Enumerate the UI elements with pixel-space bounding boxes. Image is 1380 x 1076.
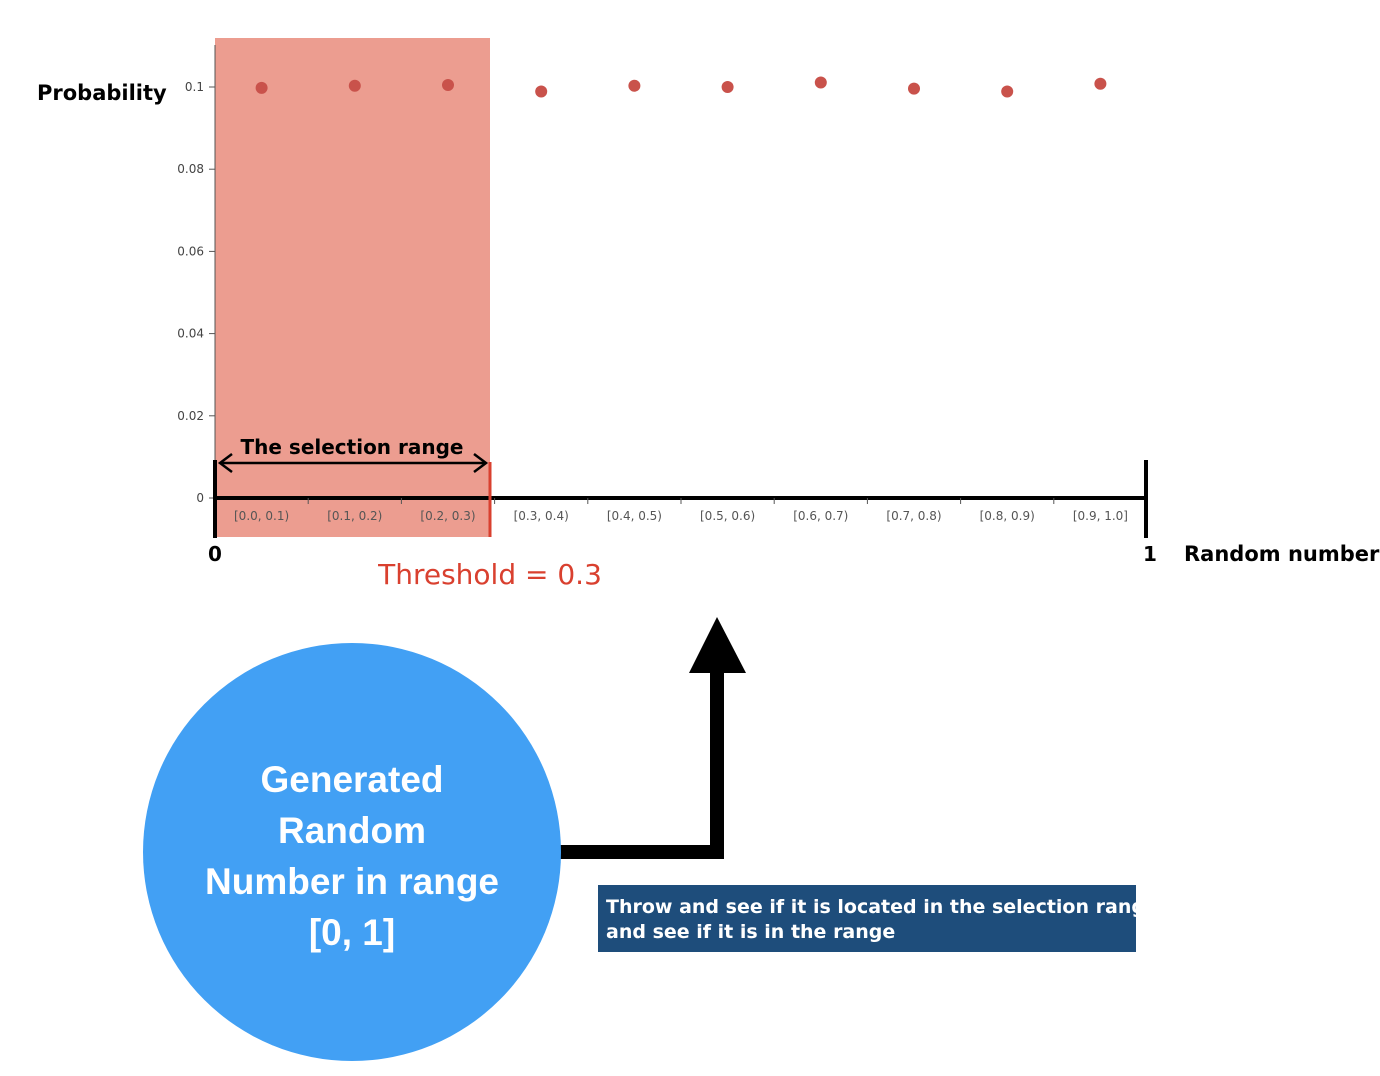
- data-point: [535, 85, 548, 98]
- data-point: [442, 78, 454, 91]
- y-axis-title: Probability: [37, 81, 167, 105]
- selection-range-arrow: [217, 453, 489, 473]
- y-tick-label: 0.06: [177, 244, 204, 258]
- circle-text-line: Generated: [260, 759, 443, 800]
- threshold-label: Threshold = 0.3: [377, 558, 602, 591]
- selection-range-area: [215, 38, 490, 537]
- x-category-label: [0.2, 0.3): [420, 509, 475, 523]
- throw-arrow: [560, 617, 746, 859]
- random-number-circle: [143, 643, 561, 1061]
- y-tick-label: 0: [196, 491, 204, 505]
- circle-text-line: Number in range: [205, 861, 499, 902]
- selection-range-label: The selection range: [241, 435, 464, 459]
- y-tick-label: 0.04: [177, 327, 204, 341]
- x-category-label: [0.3, 0.4): [514, 509, 569, 523]
- note-text-line: Throw and see if it is located in the se…: [606, 896, 1158, 918]
- random-number-circle-text: Generated Random Number in range [0, 1]: [205, 759, 499, 953]
- y-tick-label: 0.1: [185, 80, 204, 94]
- y-ticks: 0 0.02 0.04 0.06 0.08 0.1: [177, 80, 215, 505]
- data-point: [1094, 77, 1107, 90]
- x-axis-title: Random number: [1184, 542, 1380, 566]
- x-start-label: 0: [208, 542, 222, 566]
- data-point: [814, 76, 827, 89]
- x-category-label: [0.1, 0.2): [327, 509, 382, 523]
- x-category-label: [0.4, 0.5): [607, 509, 662, 523]
- data-point: [255, 81, 268, 94]
- x-category-label: [0.7, 0.8): [886, 509, 941, 523]
- data-point: [628, 79, 641, 92]
- x-end-label: 1: [1143, 542, 1157, 566]
- x-category-label: [0.0, 0.1): [234, 509, 289, 523]
- data-point: [721, 81, 734, 93]
- circle-text-line: [0, 1]: [309, 912, 395, 953]
- data-point: [1001, 85, 1014, 98]
- data-points: [255, 76, 1107, 98]
- x-category-label: [0.5, 0.6): [700, 509, 755, 523]
- circle-text-line: Random: [278, 810, 426, 851]
- data-point: [908, 82, 920, 95]
- data-point: [348, 79, 361, 92]
- y-tick-label: 0.02: [177, 409, 204, 423]
- explanation-note-text: Throw and see if it is located in the se…: [606, 896, 1158, 943]
- x-category-label: [0.6, 0.7): [793, 509, 848, 523]
- note-text-line: and see if it is in the range: [606, 921, 895, 943]
- y-tick-label: 0.08: [177, 162, 204, 176]
- x-category-label: [0.8, 0.9): [980, 509, 1035, 523]
- x-category-labels: [0.0, 0.1) [0.1, 0.2) [0.2, 0.3) [0.3, 0.4)…: [234, 498, 1128, 523]
- explanation-note: [598, 885, 1136, 952]
- x-category-label: [0.9, 1.0]: [1073, 509, 1128, 523]
